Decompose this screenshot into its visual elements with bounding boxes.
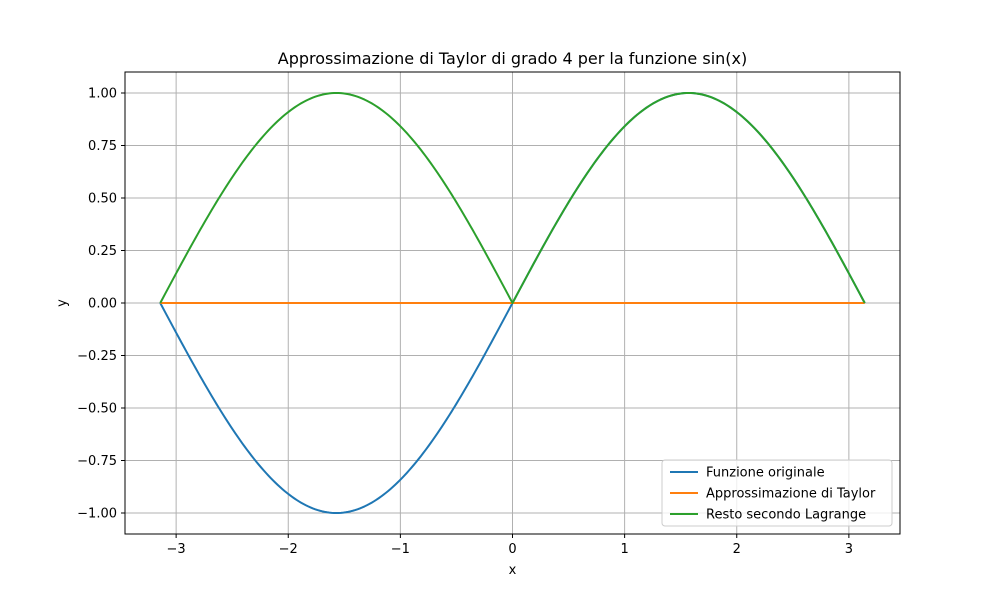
- legend-label: Resto secondo Lagrange: [706, 508, 866, 523]
- legend-label: Funzione originale: [706, 466, 825, 481]
- y-tick-label: 0.00: [88, 297, 117, 312]
- y-tick-label: −0.50: [77, 402, 117, 417]
- y-tick-label: 0.50: [88, 192, 117, 207]
- x-axis-label: x: [509, 563, 517, 578]
- legend: Funzione originale Approssimazione di Tay…: [661, 459, 893, 527]
- y-tick-label: −0.25: [77, 349, 117, 364]
- series-line: [159, 92, 866, 304]
- x-tick-label: 0: [508, 542, 516, 557]
- chart-title: Approssimazione di Taylor di grado 4 per…: [278, 49, 747, 68]
- y-axis-label: y: [55, 299, 70, 307]
- series-layer: [159, 92, 866, 514]
- x-tick-label: −1: [391, 542, 410, 557]
- x-ticks: −3 −2 −1 0 1 2 3: [167, 534, 853, 557]
- y-tick-label: −1.00: [77, 507, 117, 522]
- y-tick-label: 1.00: [88, 87, 117, 102]
- x-tick-label: −2: [279, 542, 298, 557]
- y-ticks: −1.00 −0.75 −0.50 −0.25 0.00 0.25 0.50 0.75 1.00: [77, 87, 125, 522]
- y-tick-label: 0.75: [88, 139, 117, 154]
- y-tick-label: −0.75: [77, 454, 117, 469]
- x-tick-label: 1: [620, 542, 628, 557]
- x-tick-label: −3: [167, 542, 186, 557]
- legend-box: [661, 459, 893, 527]
- x-tick-label: 2: [733, 542, 741, 557]
- x-tick-label: 3: [845, 542, 853, 557]
- legend-label: Approssimazione di Taylor: [706, 487, 876, 502]
- y-tick-label: 0.25: [88, 244, 117, 259]
